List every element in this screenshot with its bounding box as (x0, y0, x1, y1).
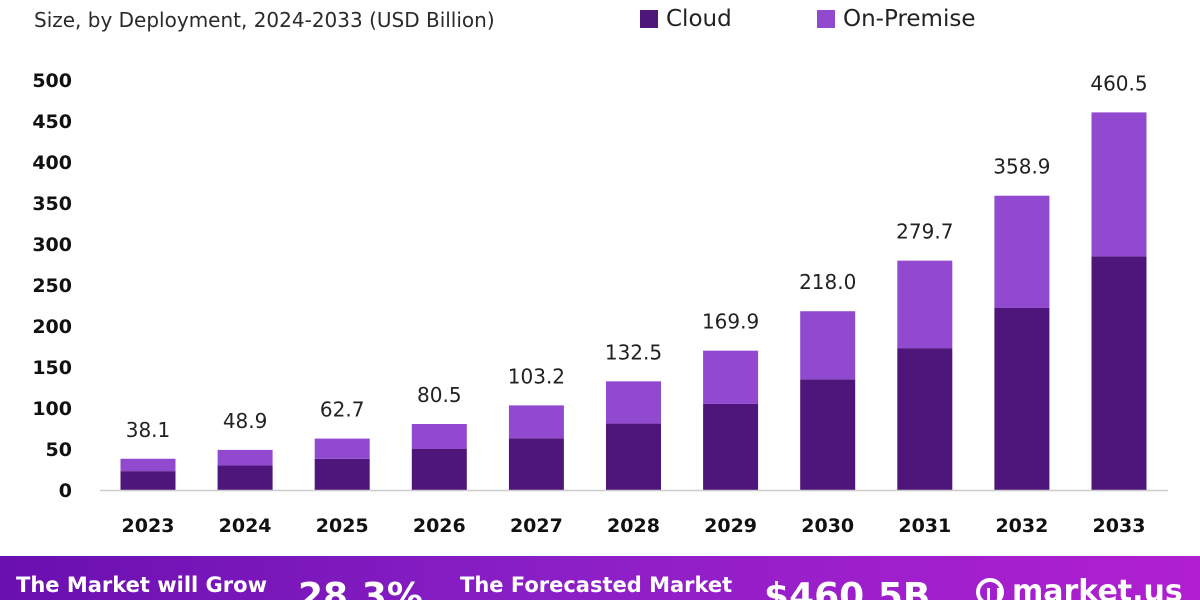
x-tick-label: 2026 (413, 515, 466, 537)
bar-segment-cloud (897, 348, 953, 490)
bar-segment-cloud (703, 403, 759, 490)
y-tick-label: 450 (32, 111, 72, 133)
legend-swatch-cloud (640, 10, 658, 28)
y-tick-label: 400 (32, 152, 72, 174)
bar-total-label: 169.9 (702, 310, 759, 334)
x-tick-label: 2033 (1093, 515, 1146, 537)
bar-segment-on-premise (120, 458, 176, 472)
x-tick-label: 2030 (801, 515, 854, 537)
bar-total-label: 460.5 (1090, 71, 1147, 95)
y-tick-label: 500 (32, 70, 72, 92)
bar-segment-on-premise (411, 423, 467, 449)
y-tick-label: 200 (32, 316, 72, 338)
y-tick-label: 300 (32, 234, 72, 256)
bar-total-label: 218.0 (799, 270, 856, 294)
footer-logo-text: market.us (1012, 574, 1183, 600)
footer-forecast-value: $460.5B (764, 576, 931, 600)
bar-total-label: 358.9 (993, 155, 1050, 179)
y-tick-label: 150 (32, 357, 72, 379)
bar-segment-cloud (800, 379, 856, 490)
bar-segment-on-premise (1091, 112, 1147, 257)
bar-segment-on-premise (800, 311, 856, 380)
y-tick-label: 350 (32, 193, 72, 215)
bar-segment-cloud (314, 458, 370, 490)
footer-grow-text: The Market will Grow (16, 573, 267, 597)
x-tick-label: 2025 (316, 515, 369, 537)
footer-banner: The Market will Grow 28.3% The Forecaste… (0, 556, 1200, 600)
footer-logo: market.us (976, 574, 1183, 600)
bar-segment-on-premise (703, 350, 759, 404)
legend-swatch-on-premise (817, 10, 835, 28)
x-tick-label: 2027 (510, 515, 563, 537)
y-tick-label: 50 (46, 439, 72, 461)
x-tick-label: 2024 (219, 515, 272, 537)
bar-total-label: 103.2 (508, 364, 565, 388)
x-tick-label: 2028 (607, 515, 660, 537)
x-tick-label: 2032 (995, 515, 1048, 537)
bar-segment-on-premise (897, 260, 953, 349)
bar-segment-cloud (120, 471, 176, 490)
stacked-bar-chart: 0 50 100 150 200 250 300 350 400 450 500 38.1 2023 48… (32, 70, 1168, 537)
bar-segment-cloud (994, 307, 1050, 490)
x-tick-label: 2023 (122, 515, 175, 537)
bar-total-label: 132.5 (605, 340, 662, 364)
bar-segment-on-premise (606, 381, 661, 424)
bar-total-label: 48.9 (223, 409, 268, 433)
x-tick-label: 2029 (704, 515, 757, 537)
logo-icon (976, 577, 1004, 600)
y-tick-label: 250 (32, 275, 72, 297)
bar-segment-cloud (217, 465, 273, 490)
bar-segment-on-premise (314, 438, 370, 459)
bar-segment-on-premise (994, 195, 1050, 308)
bar-segment-cloud (411, 449, 467, 490)
x-tick-label: 2031 (898, 515, 951, 537)
bar-total-label: 38.1 (126, 418, 171, 442)
y-tick-label: 100 (32, 398, 72, 420)
bar-segment-cloud (1091, 256, 1147, 490)
legend-label-on-premise: On-Premise (843, 6, 976, 32)
bar-total-label: 279.7 (896, 220, 953, 244)
bar-total-label: 62.7 (320, 398, 365, 422)
legend-item-on-premise: On-Premise (817, 6, 975, 32)
bar-segment-cloud (508, 438, 564, 490)
bar-segment-cloud (606, 423, 661, 490)
y-tick-label: 0 (59, 480, 72, 502)
chart-subtitle: Size, by Deployment, 2024-2033 (USD Bill… (34, 8, 495, 32)
footer-forecast-text: The Forecasted Market (460, 573, 733, 597)
legend-item-cloud: Cloud (640, 6, 732, 32)
legend-label-cloud: Cloud (666, 6, 732, 32)
bar-segment-on-premise (508, 405, 564, 439)
bar-segment-on-premise (217, 449, 273, 466)
footer-cagr-value: 28.3% (298, 576, 423, 600)
bar-total-label: 80.5 (417, 383, 462, 407)
